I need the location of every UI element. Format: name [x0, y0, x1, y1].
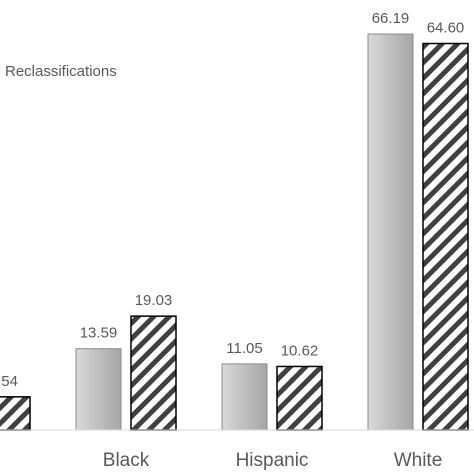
bar-black-series-2 — [130, 315, 177, 431]
category-label-hispanic: Hispanic — [236, 450, 309, 471]
data-label-black-series-2: 19.03 — [135, 292, 173, 309]
data-label-black-series-1: 13.59 — [80, 325, 118, 342]
data-label-hispanic-series-2: 10.62 — [281, 342, 319, 359]
bar-hispanic-series-2 — [276, 365, 323, 431]
bar-hispanic-series-1 — [221, 363, 268, 431]
bar-white-series-1 — [367, 33, 414, 431]
labels-layer: .54n13.5919.03Black11.0510.62Hispanic66.… — [0, 10, 464, 471]
data-label-asian-series-2: .54 — [0, 373, 18, 390]
bar-black-series-1 — [75, 348, 122, 431]
data-label-white-series-1: 66.19 — [372, 10, 410, 27]
bars-layer — [0, 33, 469, 431]
bar-asian-series-2 — [0, 396, 31, 431]
category-label-black: Black — [103, 450, 150, 471]
bar-white-series-2 — [422, 42, 469, 431]
data-label-white-series-2: 64.60 — [427, 20, 465, 37]
category-label-white: White — [394, 450, 443, 471]
legend-entry-reclassifications: Reclassifications — [5, 63, 117, 80]
data-label-hispanic-series-1: 11.05 — [226, 340, 262, 357]
